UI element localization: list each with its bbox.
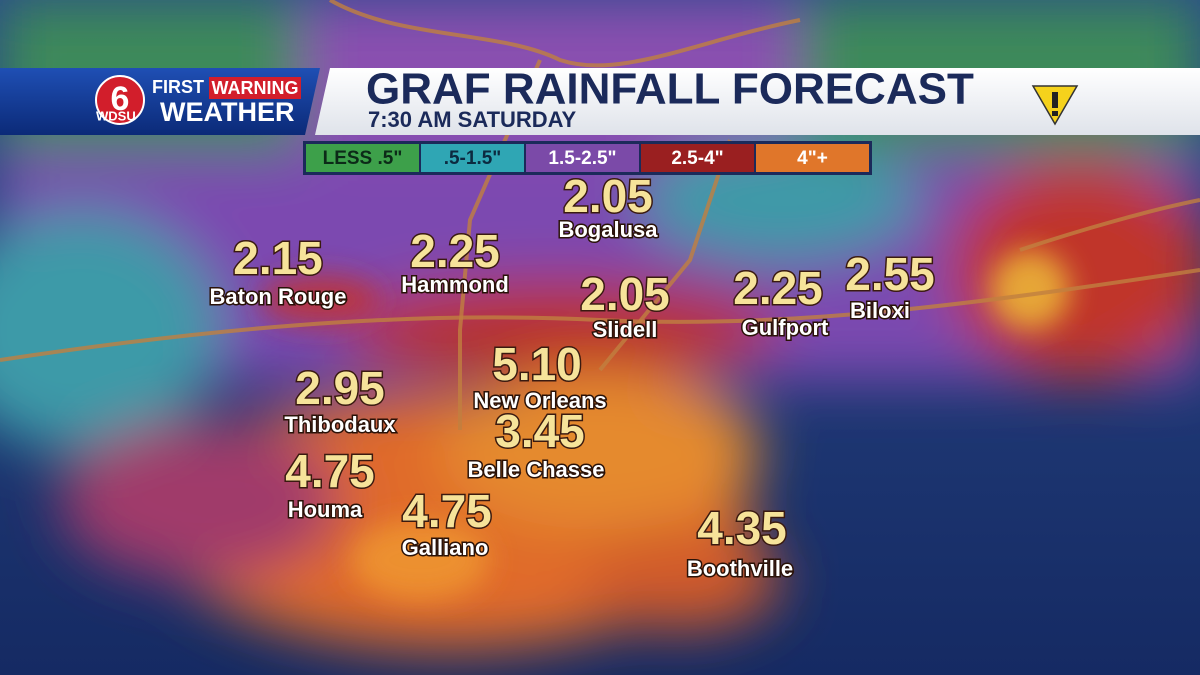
logo-number: 6 — [111, 80, 130, 118]
logo-warning: WARNING — [212, 78, 299, 98]
subtitle: 7:30 AM SATURDAY — [368, 107, 577, 132]
legend-label: 4"+ — [797, 148, 828, 169]
city-name: Houma — [288, 497, 363, 522]
logo: 6 FIRST WARNING WDSU WEATHER — [0, 68, 320, 135]
city-name: Slidell — [593, 317, 658, 342]
city-name: Galliano — [402, 535, 489, 560]
title: GRAF RAINFALL FORECAST — [366, 65, 974, 114]
rainfall-value: 4.75 — [402, 485, 492, 537]
legend-swatch — [756, 144, 869, 172]
rainfall-value: 2.25 — [410, 225, 500, 277]
city-name: Boothville — [687, 556, 793, 581]
city-name: Bogalusa — [558, 217, 658, 242]
rainfall-value: 2.95 — [295, 362, 385, 414]
legend-label: LESS .5" — [323, 148, 403, 169]
legend-swatch — [306, 144, 419, 172]
rainfall-value: 2.55 — [845, 248, 935, 300]
legend-label: 1.5-2.5" — [548, 148, 616, 169]
logo-first: FIRST — [152, 77, 204, 97]
rainfall-value: 2.15 — [233, 232, 323, 284]
legend-swatch — [526, 144, 639, 172]
rainfall-value: 4.35 — [697, 502, 787, 554]
logo-weather: WEATHER — [160, 97, 295, 127]
header: GRAF RAINFALL FORECAST 7:30 AM SATURDAY — [315, 65, 1200, 135]
logo-station: WDSU — [96, 108, 136, 123]
legend-swatch — [641, 144, 754, 172]
legend-label: .5-1.5" — [444, 148, 502, 169]
city-name: Baton Rouge — [210, 284, 347, 309]
rainfall-value: 5.10 — [492, 338, 582, 390]
rainfall-value: 2.05 — [563, 170, 653, 222]
city-name: Belle Chasse — [468, 457, 605, 482]
rainfall-value: 2.25 — [733, 262, 823, 314]
rainfall-value: 4.75 — [285, 445, 375, 497]
city-name: New Orleans — [473, 388, 606, 413]
legend-swatch — [421, 144, 524, 172]
city-name: Hammond — [401, 272, 509, 297]
rainfall-value: 2.05 — [580, 268, 670, 320]
city-name: Gulfport — [742, 315, 829, 340]
rainfall-value: 3.45 — [495, 405, 585, 457]
city-name: Biloxi — [850, 298, 910, 323]
city-name: Thibodaux — [284, 412, 396, 437]
legend: LESS .5" .5-1.5" 1.5-2.5" 2.5-4" 4"+ — [303, 141, 872, 175]
legend-label: 2.5-4" — [671, 148, 723, 169]
